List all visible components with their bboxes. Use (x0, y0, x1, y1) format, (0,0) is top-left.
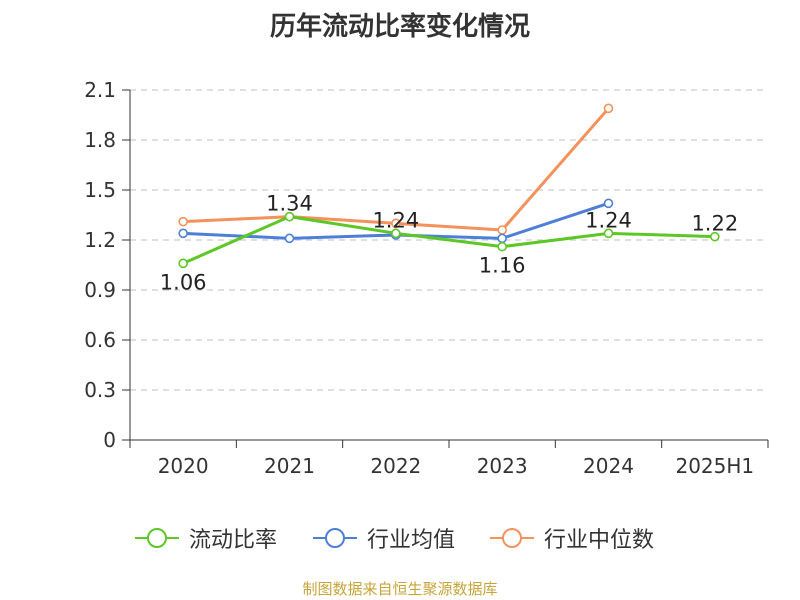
y-tick-label: 2.1 (84, 78, 116, 102)
data-label: 1.06 (160, 270, 207, 294)
legend-label: 流动比率 (189, 528, 278, 553)
legend-circle (147, 528, 167, 548)
line-chart: 0 0.3 0.6 0.9 1.2 1.5 1.8 2.1 2020 2021 2022 2023 20… (84, 78, 769, 478)
data-label: 1.34 (266, 192, 313, 216)
source-note: 制图数据来自恒生聚源数据库 (302, 580, 498, 598)
data-label: 1.16 (479, 254, 526, 278)
data-point (284, 211, 295, 222)
data-label: 1.24 (372, 208, 419, 232)
data-point (178, 216, 188, 227)
x-tick-label: 2025H1 (675, 454, 754, 478)
y-tick-label: 1.5 (84, 178, 116, 202)
data-labels: 1.06 1.34 1.24 1.16 1.24 1.22 (160, 192, 738, 295)
legend-circle (325, 528, 345, 548)
y-tick-label: 0.6 (84, 328, 116, 352)
legend-marker-icon (490, 528, 534, 548)
legend: 流动比率 行业均值 行业中位数 (0, 520, 800, 556)
x-tick-label: 2021 (264, 454, 315, 478)
x-tick-label: 2022 (370, 454, 421, 478)
legend-label: 行业均值 (367, 528, 456, 553)
data-point (391, 228, 401, 239)
x-tick-label: 2020 (158, 454, 209, 478)
y-tick-label: 1.8 (84, 128, 116, 152)
legend-marker-icon (313, 528, 357, 548)
y-tick-label: 0 (103, 428, 116, 452)
data-label: 1.24 (585, 208, 632, 232)
data-point (710, 231, 720, 242)
legend-circle (502, 528, 522, 548)
chart-title: 历年流动比率变化情况 (269, 12, 530, 42)
legend-item-industry-mean[interactable]: 行业均值 (311, 520, 455, 556)
data-point (391, 218, 401, 229)
y-tick-label: 0.9 (84, 278, 116, 302)
legend-item-current-ratio[interactable]: 流动比率 (133, 520, 277, 556)
axes: 0 0.3 0.6 0.9 1.2 1.5 1.8 2.1 2020 2021 2022 2023 20… (84, 78, 769, 478)
y-tick-label: 1.2 (84, 228, 116, 252)
y-tick-label: 0.3 (84, 378, 116, 402)
data-point (178, 228, 188, 239)
x-tick-label: 2024 (583, 454, 634, 478)
legend-marker-icon (135, 528, 179, 548)
legend-label: 行业中位数 (544, 528, 655, 553)
data-point (497, 241, 507, 252)
data-point (497, 225, 507, 235)
series-line (182, 215, 715, 265)
data-point (284, 233, 295, 244)
data-point (603, 228, 614, 239)
data-point (497, 233, 507, 244)
x-tick-label: 2023 (477, 454, 528, 478)
data-point (178, 258, 188, 269)
legend-item-industry-median[interactable]: 行业中位数 (488, 520, 654, 556)
data-point (603, 103, 614, 114)
series-lines (178, 103, 720, 269)
data-label: 1.22 (691, 212, 738, 236)
data-point (603, 198, 614, 209)
